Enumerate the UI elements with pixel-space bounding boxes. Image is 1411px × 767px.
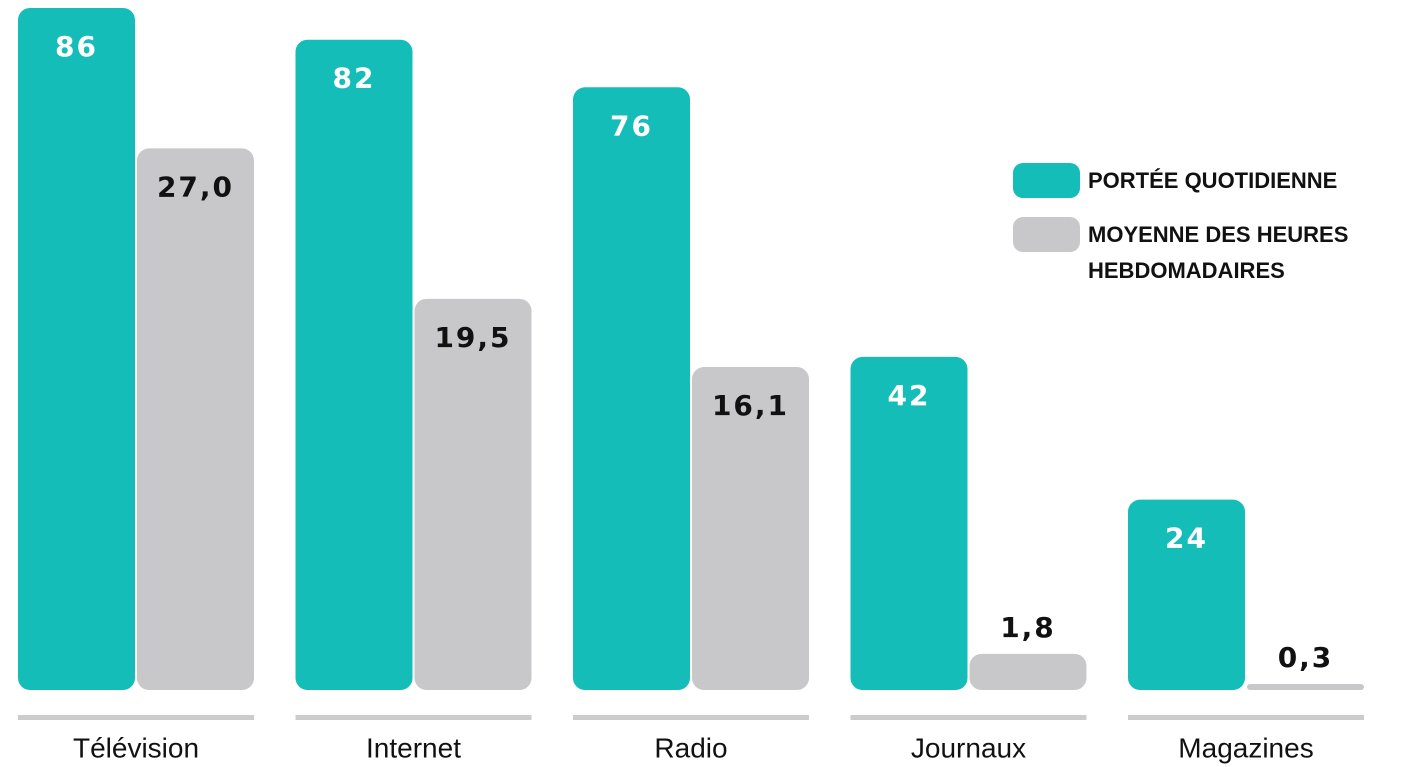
bar [692, 367, 809, 690]
bar [850, 356, 968, 690]
legend-item: MOYENNE DES HEURES HEBDOMADAIRES [1013, 217, 1388, 289]
bar [1247, 683, 1364, 690]
category-label: Radio [654, 732, 727, 763]
value-label: 0,3 [1278, 641, 1334, 674]
value-label: 16,1 [712, 389, 789, 422]
bar [18, 8, 135, 690]
category-label: Magazines [1178, 732, 1313, 763]
category-label: Journaux [911, 732, 1026, 763]
bar [1128, 499, 1245, 690]
baseline [1128, 715, 1364, 720]
value-label: 42 [888, 379, 931, 412]
legend-label: PORTÉE QUOTIDIENNE [1088, 168, 1338, 193]
bar [573, 87, 690, 691]
value-label: 82 [333, 62, 376, 95]
legend-label: MOYENNE DES HEURES HEBDOMADAIRES [1088, 222, 1349, 283]
value-label: 27,0 [157, 170, 234, 203]
value-label: 86 [55, 30, 98, 63]
baseline [18, 715, 254, 720]
value-label: 24 [1165, 522, 1208, 555]
value-label: 76 [610, 109, 653, 142]
legend: PORTÉE QUOTIDIENNE MOYENNE DES HEURES HEB… [1013, 163, 1388, 307]
bar [137, 148, 254, 691]
baseline [573, 715, 809, 720]
category-label: Internet [366, 732, 461, 763]
legend-swatch [1013, 217, 1080, 252]
value-label: 19,5 [434, 321, 511, 354]
legend-item: PORTÉE QUOTIDIENNE [1013, 163, 1388, 199]
bar [969, 653, 1087, 690]
category-label: Télévision [73, 732, 199, 763]
legend-swatch [1013, 163, 1080, 198]
value-label: 1,8 [1000, 611, 1056, 644]
baseline [295, 715, 532, 720]
baseline [850, 715, 1087, 720]
bar [414, 298, 532, 690]
bar [295, 39, 413, 690]
